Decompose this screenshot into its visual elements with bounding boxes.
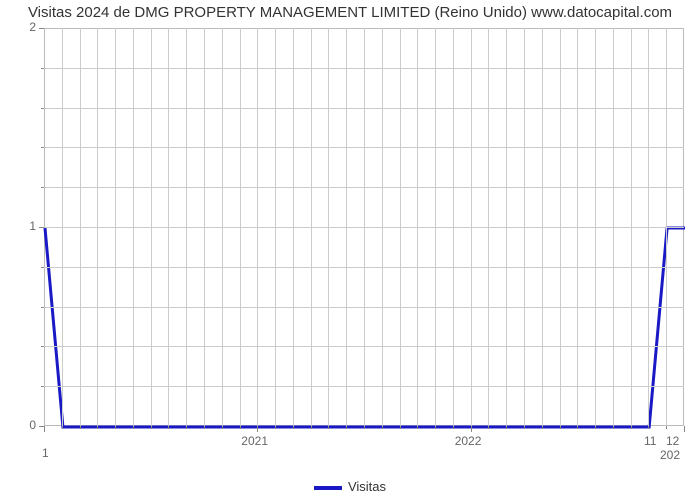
x-tick xyxy=(471,426,472,432)
x-tick xyxy=(417,426,418,429)
x-gridline xyxy=(613,28,614,426)
x-gridline xyxy=(133,28,134,426)
x-gridline xyxy=(204,28,205,426)
x-gridline xyxy=(115,28,116,426)
x-gridline xyxy=(293,28,294,426)
corner-label-right-a: 11 xyxy=(644,434,656,448)
y-major-tick xyxy=(39,28,44,29)
x-gridline xyxy=(506,28,507,426)
x-gridline xyxy=(417,28,418,426)
x-gridline xyxy=(80,28,81,426)
chart-title: Visitas 2024 de DMG PROPERTY MANAGEMENT … xyxy=(0,4,700,21)
legend-swatch xyxy=(314,486,342,490)
y-minor-tick xyxy=(41,147,44,148)
x-axis-label: 2022 xyxy=(455,434,482,448)
x-gridline xyxy=(488,28,489,426)
x-gridline xyxy=(346,28,347,426)
x-tick xyxy=(400,426,401,429)
x-gridline xyxy=(240,28,241,426)
x-tick xyxy=(115,426,116,429)
x-tick xyxy=(151,426,152,429)
y-axis-label: 0 xyxy=(29,418,36,432)
x-tick xyxy=(488,426,489,429)
x-gridline xyxy=(666,28,667,426)
x-tick xyxy=(222,426,223,429)
x-gridline xyxy=(400,28,401,426)
x-tick xyxy=(240,426,241,429)
series-polyline xyxy=(45,228,685,427)
x-tick xyxy=(257,426,258,432)
x-gridline xyxy=(524,28,525,426)
x-gridline xyxy=(435,28,436,426)
x-tick xyxy=(133,426,134,429)
x-tick xyxy=(595,426,596,429)
x-tick xyxy=(506,426,507,429)
x-gridline xyxy=(382,28,383,426)
x-tick xyxy=(648,426,649,429)
x-tick xyxy=(631,426,632,429)
y-major-tick xyxy=(39,227,44,228)
x-tick xyxy=(311,426,312,429)
x-tick xyxy=(577,426,578,429)
y-minor-tick xyxy=(41,187,44,188)
x-gridline xyxy=(151,28,152,426)
x-tick xyxy=(542,426,543,429)
y-minor-tick xyxy=(41,307,44,308)
x-tick xyxy=(666,426,667,429)
x-gridline xyxy=(275,28,276,426)
x-tick xyxy=(613,426,614,429)
y-minor-tick xyxy=(41,108,44,109)
x-gridline xyxy=(542,28,543,426)
x-tick xyxy=(382,426,383,429)
x-gridline xyxy=(471,28,472,426)
x-tick xyxy=(364,426,365,429)
y-axis-label: 1 xyxy=(29,219,36,233)
x-tick xyxy=(293,426,294,429)
legend: Visitas xyxy=(0,479,700,494)
x-tick xyxy=(453,426,454,429)
x-gridline xyxy=(186,28,187,426)
x-gridline xyxy=(168,28,169,426)
x-tick xyxy=(204,426,205,429)
x-gridline xyxy=(577,28,578,426)
corner-label-bottom-left: 1 xyxy=(42,446,49,460)
x-gridline xyxy=(62,28,63,426)
x-gridline xyxy=(648,28,649,426)
legend-label: Visitas xyxy=(348,479,386,494)
x-gridline xyxy=(311,28,312,426)
y-minor-tick xyxy=(41,346,44,347)
x-gridline xyxy=(364,28,365,426)
x-gridline xyxy=(222,28,223,426)
x-gridline xyxy=(257,28,258,426)
x-tick xyxy=(80,426,81,429)
x-tick xyxy=(275,426,276,429)
x-tick xyxy=(560,426,561,429)
x-tick xyxy=(168,426,169,429)
x-gridline xyxy=(328,28,329,426)
x-tick xyxy=(328,426,329,429)
x-tick xyxy=(524,426,525,429)
x-tick xyxy=(62,426,63,429)
x-axis-label: 2021 xyxy=(241,434,268,448)
corner-label-right-b: 12 xyxy=(666,434,679,448)
series-line xyxy=(45,29,685,427)
x-gridline xyxy=(631,28,632,426)
y-axis-label: 2 xyxy=(29,20,36,34)
x-tick xyxy=(97,426,98,429)
y-minor-tick xyxy=(41,267,44,268)
x-tick xyxy=(44,426,45,432)
y-minor-tick xyxy=(41,386,44,387)
chart-container: Visitas 2024 de DMG PROPERTY MANAGEMENT … xyxy=(0,0,700,500)
x-gridline xyxy=(453,28,454,426)
x-gridline xyxy=(97,28,98,426)
y-minor-tick xyxy=(41,68,44,69)
corner-label-right-c: 202 xyxy=(660,448,680,462)
x-tick xyxy=(684,426,685,432)
x-gridline xyxy=(595,28,596,426)
x-gridline xyxy=(560,28,561,426)
x-tick xyxy=(435,426,436,429)
x-tick xyxy=(346,426,347,429)
x-tick xyxy=(186,426,187,429)
